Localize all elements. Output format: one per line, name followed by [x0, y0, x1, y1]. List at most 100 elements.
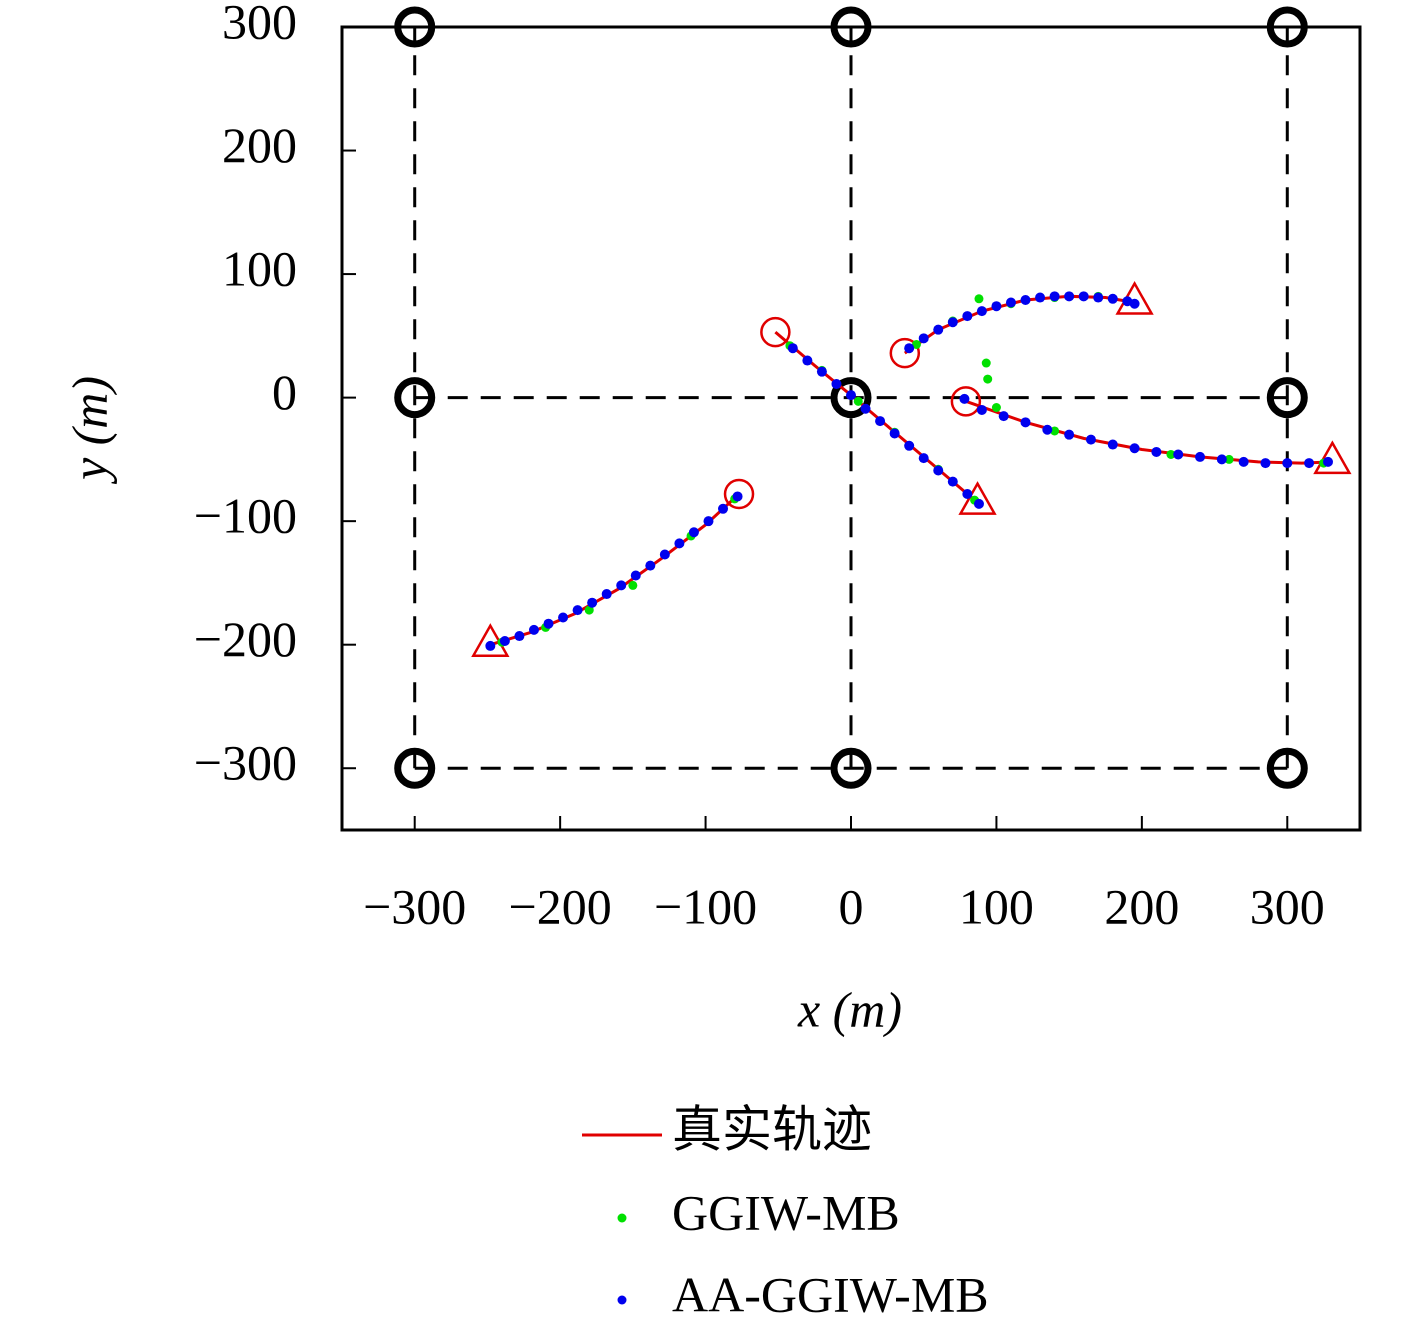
- sensor: [394, 377, 436, 419]
- estimate-point: [528, 624, 539, 635]
- estimate-point: [1035, 292, 1046, 303]
- estimate-point: [1078, 291, 1089, 302]
- track-start: [760, 316, 791, 348]
- estimate-point: [983, 374, 993, 384]
- estimate-point: [991, 402, 1001, 412]
- estimate-point: [674, 538, 685, 549]
- track-start: [889, 337, 921, 369]
- estimate-point: [918, 453, 929, 464]
- estimate-point: [1195, 451, 1206, 462]
- estimate-point: [1238, 456, 1249, 467]
- x-tick-label: 0: [839, 878, 864, 934]
- estimate-point: [1166, 449, 1176, 459]
- estimate-point: [659, 549, 670, 560]
- sensor: [830, 747, 872, 789]
- sensor: [1266, 747, 1308, 789]
- estimate-point: [499, 635, 510, 646]
- estimate-point: [860, 403, 871, 414]
- estimate-point: [933, 324, 944, 335]
- estimate-point: [1064, 429, 1075, 440]
- sensor: [1266, 377, 1308, 419]
- estimate-point: [1020, 295, 1031, 306]
- x-tick-label: −100: [654, 878, 757, 934]
- estimate-point: [1093, 292, 1104, 303]
- estimate-point: [1151, 446, 1162, 457]
- sensor: [830, 6, 872, 48]
- estimate-point: [981, 358, 991, 368]
- estimate-point: [904, 343, 915, 354]
- estimate-point: [959, 393, 970, 404]
- y-axis-label: y (m): [61, 376, 117, 485]
- estimate-point: [1085, 434, 1096, 445]
- estimate-point: [558, 612, 569, 623]
- estimate-point: [514, 631, 525, 642]
- estimate-point: [1323, 456, 1334, 467]
- estimate-point: [853, 396, 863, 406]
- x-tick-label: −300: [363, 878, 466, 934]
- estimate-point: [976, 306, 987, 317]
- estimate-point: [831, 379, 842, 390]
- estimate-point: [933, 465, 944, 476]
- estimate-point: [1216, 454, 1227, 465]
- estimate-point: [947, 476, 958, 487]
- estimate-point: [1107, 293, 1118, 304]
- x-tick-label: 200: [1104, 878, 1179, 934]
- estimate-point: [543, 618, 554, 629]
- estimate-point: [802, 355, 813, 366]
- estimate-point: [1050, 426, 1060, 436]
- estimate-point: [628, 580, 638, 590]
- estimate-point: [1064, 291, 1075, 302]
- estimate-point: [1224, 454, 1234, 464]
- legend-label: 真实轨迹: [672, 1101, 872, 1157]
- estimate-point: [1282, 458, 1293, 469]
- estimate-point: [1129, 298, 1140, 309]
- estimate-point: [601, 589, 612, 600]
- x-tick-label: 100: [959, 878, 1034, 934]
- sensor: [830, 377, 872, 419]
- estimate-point: [1107, 439, 1118, 450]
- true-track: [489, 492, 741, 647]
- estimate-point: [947, 317, 958, 328]
- estimate-point: [1042, 424, 1053, 435]
- y-tick-label: −200: [194, 611, 297, 667]
- sensor: [394, 747, 436, 789]
- estimate-point: [846, 390, 856, 401]
- estimate-point: [911, 339, 921, 349]
- legend-label: GGIW-MB: [672, 1184, 900, 1240]
- estimate-point: [973, 498, 984, 509]
- estimate-point: [584, 605, 594, 615]
- estimate-point: [1049, 291, 1060, 302]
- legend-label: AA-GGIW-MB: [672, 1266, 989, 1321]
- estimate-point: [1129, 443, 1140, 454]
- estimate-point: [904, 440, 915, 451]
- true-track: [903, 294, 1135, 355]
- estimate-point: [962, 311, 973, 322]
- estimate-point: [485, 640, 496, 651]
- estimate-point: [688, 527, 699, 538]
- y-tick-label: 0: [272, 364, 297, 420]
- x-axis-label: x (m): [797, 981, 902, 1037]
- estimate-point: [976, 404, 987, 415]
- estimate-point: [1005, 297, 1016, 308]
- track-start: [950, 386, 982, 417]
- x-tick-label: −200: [509, 878, 612, 934]
- estimate-point: [875, 416, 886, 427]
- estimate-point: [962, 488, 973, 499]
- estimate-point: [1020, 417, 1031, 428]
- estimate-point: [645, 560, 656, 571]
- sensor: [394, 6, 436, 48]
- estimate-point: [630, 570, 641, 581]
- track-end: [1313, 440, 1352, 475]
- estimate-point: [587, 597, 598, 608]
- estimate-point: [787, 343, 798, 354]
- estimate-point: [703, 516, 714, 527]
- estimate-point: [974, 294, 984, 304]
- estimate-point: [918, 333, 929, 344]
- y-tick-label: 300: [222, 0, 297, 49]
- estimate-point: [732, 491, 743, 502]
- estimate-point: [998, 411, 1009, 422]
- estimate-point: [1260, 458, 1271, 469]
- y-tick-label: −300: [194, 735, 297, 791]
- estimate-point: [889, 428, 900, 439]
